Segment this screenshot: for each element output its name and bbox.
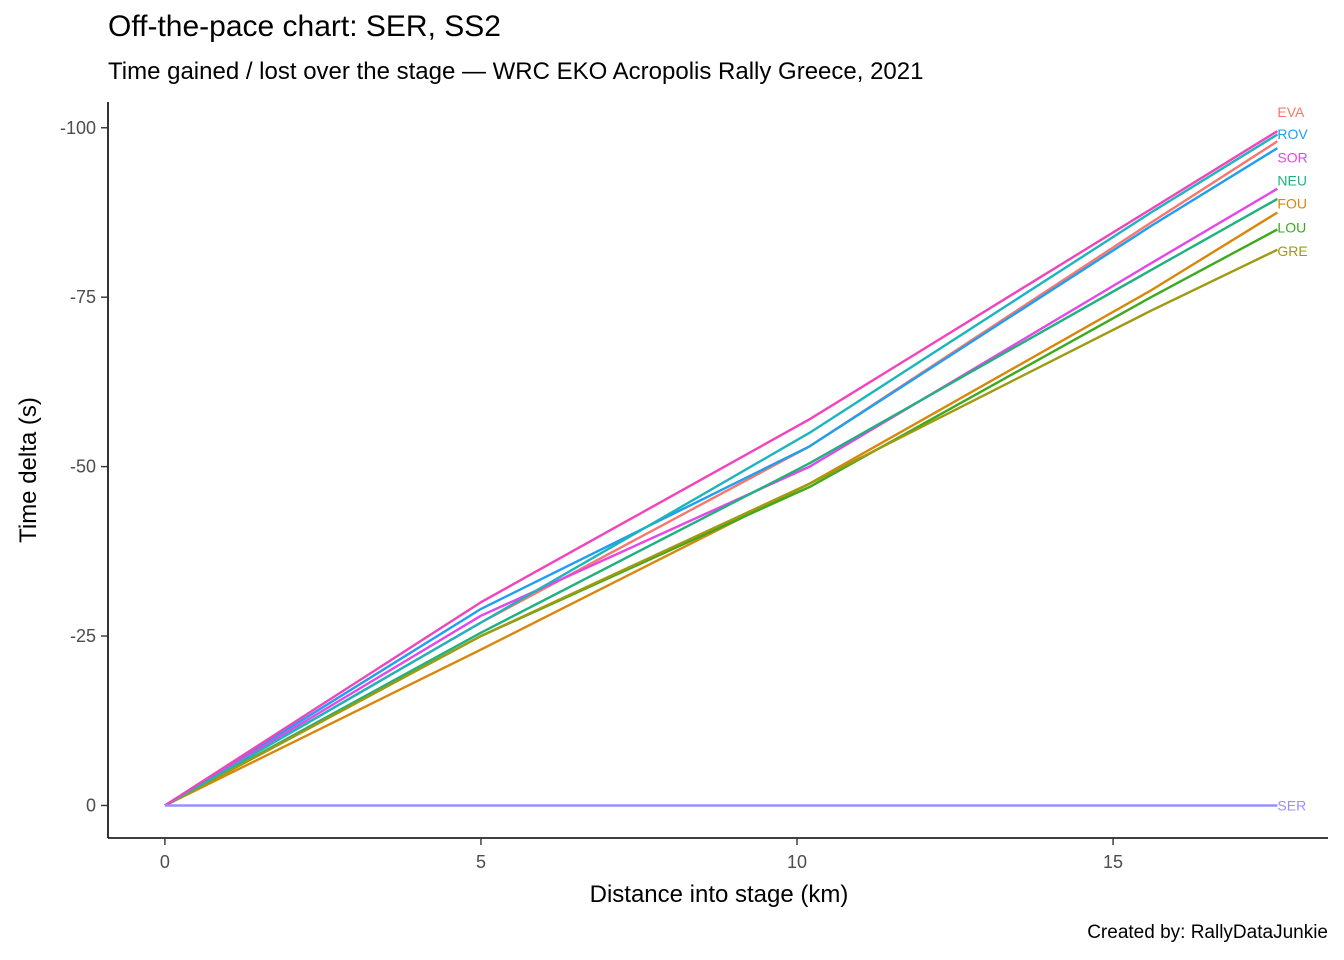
chart-title: Off-the-pace chart: SER, SS2 (108, 10, 501, 43)
chart-caption: Created by: RallyDataJunkie (1087, 922, 1328, 943)
x-tick-label: 0 (160, 852, 170, 872)
series-label-fou: FOU (1277, 196, 1307, 212)
series-lines (164, 130, 1279, 807)
series-label-gre: GRE (1277, 243, 1307, 259)
series-line-neu (164, 197, 1278, 807)
y-tick-label: 0 (86, 795, 96, 815)
x-tick-label: 5 (476, 852, 486, 872)
series-line-lou (164, 228, 1278, 807)
y-axis-title: Time delta (s) (15, 397, 42, 543)
series-line-sor (164, 187, 1279, 807)
x-axis-title: Distance into stage (km) (590, 881, 849, 908)
x-tick-label: 15 (1103, 852, 1123, 872)
series-line-rov (164, 147, 1279, 807)
series-label-neu: NEU (1277, 173, 1307, 189)
y-tick-label: -75 (70, 287, 96, 307)
series-label-lou: LOU (1277, 219, 1306, 235)
chart-subtitle: Time gained / lost over the stage — WRC … (108, 58, 924, 85)
series-label-eva: EVA (1277, 104, 1305, 120)
y-tick-label: -100 (60, 118, 96, 138)
series-label-sor: SOR (1277, 150, 1307, 166)
series-label-ser: SER (1277, 797, 1306, 813)
series-line (164, 133, 1279, 807)
x-tick-label: 10 (787, 852, 807, 872)
series-label-rov: ROV (1277, 126, 1308, 142)
x-axis-ticks: 0 5 10 15 (160, 838, 1123, 872)
series-line (164, 130, 1279, 807)
y-axis-ticks: 0 -25 -50 -75 -100 (60, 118, 108, 815)
series-end-labels: EVA ROV SOR NEU FOU LOU GRE SER (1277, 104, 1308, 813)
series-line-gre (164, 248, 1278, 807)
y-tick-label: -50 (70, 457, 96, 477)
y-tick-label: -25 (70, 626, 96, 646)
